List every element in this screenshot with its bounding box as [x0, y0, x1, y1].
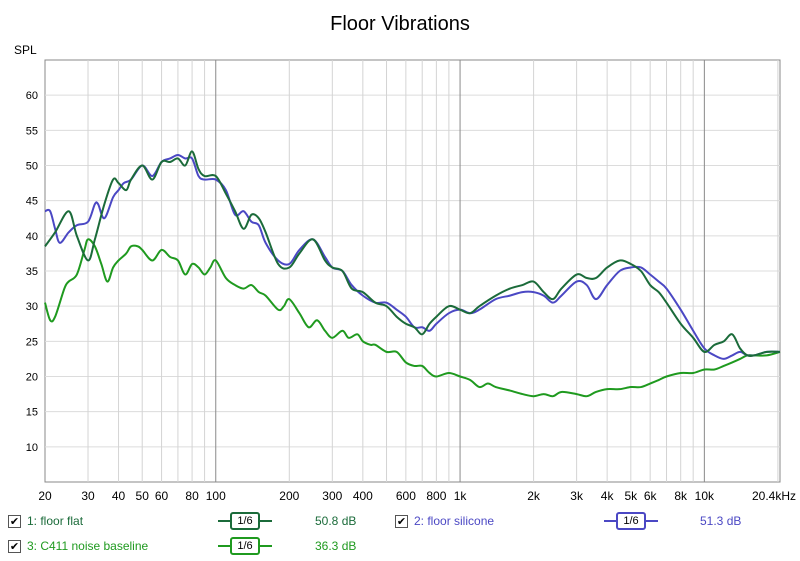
y-tick-label: 20 — [26, 372, 38, 384]
level-floor-flat: 50.8 dB — [315, 514, 357, 528]
x-tick-label: 20.4kHz — [752, 489, 796, 503]
x-tick-label: 8k — [674, 489, 688, 503]
smoothing-label: 1/6 — [230, 512, 260, 530]
x-tick-label: 2k — [527, 489, 541, 503]
x-tick-label: 6k — [644, 489, 658, 503]
x-tick-labels: 20 30 40 50 60 80 100 200 300 400 600 800 1k 2k 3k 4k 5k… — [38, 489, 796, 503]
legend-item-noise-baseline[interactable]: ✔ 3: C411 noise baseline — [8, 537, 148, 555]
legend-item-floor-silicone[interactable]: ✔ 2: floor silicone — [395, 512, 494, 530]
y-tick-label: 15 — [26, 407, 38, 419]
x-tick-label: 60 — [155, 489, 169, 503]
y-tick-label: 40 — [26, 231, 38, 243]
x-tick-label: 40 — [112, 489, 126, 503]
x-tick-label: 3k — [570, 489, 584, 503]
y-tick-label: 35 — [26, 266, 38, 278]
x-tick-label: 600 — [396, 489, 416, 503]
x-tick-label: 50 — [136, 489, 150, 503]
y-tick-label: 50 — [26, 161, 38, 173]
legend-label: 1: floor flat — [27, 514, 84, 528]
y-tick-label: 10 — [26, 442, 38, 454]
chart-title: Floor Vibrations — [330, 13, 470, 35]
x-tick-label: 200 — [279, 489, 299, 503]
legend-label: 2: floor silicone — [414, 514, 495, 528]
smoothing-control-floor-flat[interactable]: 1/6 — [218, 512, 272, 530]
x-tick-label: 400 — [353, 489, 373, 503]
frequency-response-chart: Floor Vibrations SPL 10 15 20 25 30 35 40 45 50 5… — [14, 13, 796, 503]
checkbox-icon[interactable]: ✔ — [8, 514, 21, 528]
series-line-noise-baseline — [44, 238, 781, 398]
smoothing-control-noise-baseline[interactable]: 1/6 — [218, 537, 272, 555]
smoothing-label: 1/6 — [616, 512, 646, 530]
x-tick-label: 300 — [322, 489, 342, 503]
x-tick-label: 1k — [454, 489, 468, 503]
y-tick-label: 45 — [26, 196, 38, 208]
legend-item-floor-flat[interactable]: ✔ 1: floor flat — [8, 512, 83, 530]
series-lines — [44, 150, 781, 398]
y-tick-label: 30 — [26, 301, 38, 313]
series-line-floor-flat — [44, 150, 781, 358]
checkbox-icon[interactable]: ✔ — [395, 514, 408, 528]
x-tick-label: 100 — [206, 489, 226, 503]
legend: ✔ 1: floor flat 1/6 50.8 dB ✔ 2: floor s… — [0, 510, 800, 561]
x-tick-label: 800 — [426, 489, 446, 503]
x-tick-label: 30 — [81, 489, 95, 503]
x-tick-label: 20 — [38, 489, 52, 503]
x-tick-label: 80 — [185, 489, 199, 503]
y-tick-label: 25 — [26, 336, 38, 348]
x-tick-label: 4k — [601, 489, 615, 503]
y-axis-label: SPL — [14, 43, 37, 57]
y-tick-label: 55 — [26, 125, 38, 137]
level-noise-baseline: 36.3 dB — [315, 539, 357, 553]
x-tick-label: 5k — [624, 489, 638, 503]
checkbox-icon[interactable]: ✔ — [8, 539, 21, 553]
smoothing-control-floor-silicone[interactable]: 1/6 — [604, 512, 658, 530]
grid-lines — [45, 60, 780, 482]
level-floor-silicone: 51.3 dB — [700, 514, 742, 528]
legend-label: 3: C411 noise baseline — [27, 539, 149, 553]
y-tick-labels: 10 15 20 25 30 35 40 45 50 55 60 — [26, 90, 38, 454]
y-tick-label: 60 — [26, 90, 38, 102]
x-tick-label: 10k — [695, 489, 715, 503]
smoothing-label: 1/6 — [230, 537, 260, 555]
